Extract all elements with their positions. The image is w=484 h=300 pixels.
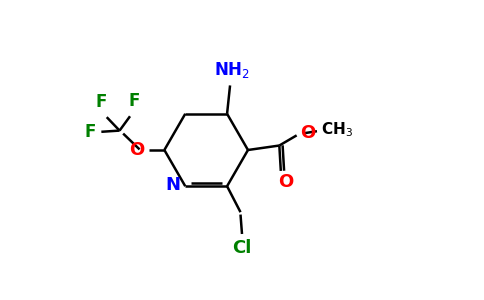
Text: Cl: Cl: [232, 239, 252, 257]
Text: O: O: [300, 124, 316, 142]
Text: F: F: [84, 123, 96, 141]
Text: O: O: [129, 141, 144, 159]
Text: CH$_3$: CH$_3$: [321, 120, 353, 139]
Text: F: F: [128, 92, 139, 110]
Text: O: O: [279, 173, 294, 191]
Text: F: F: [96, 93, 107, 111]
Text: N: N: [165, 176, 180, 194]
Text: NH$_2$: NH$_2$: [213, 60, 249, 80]
